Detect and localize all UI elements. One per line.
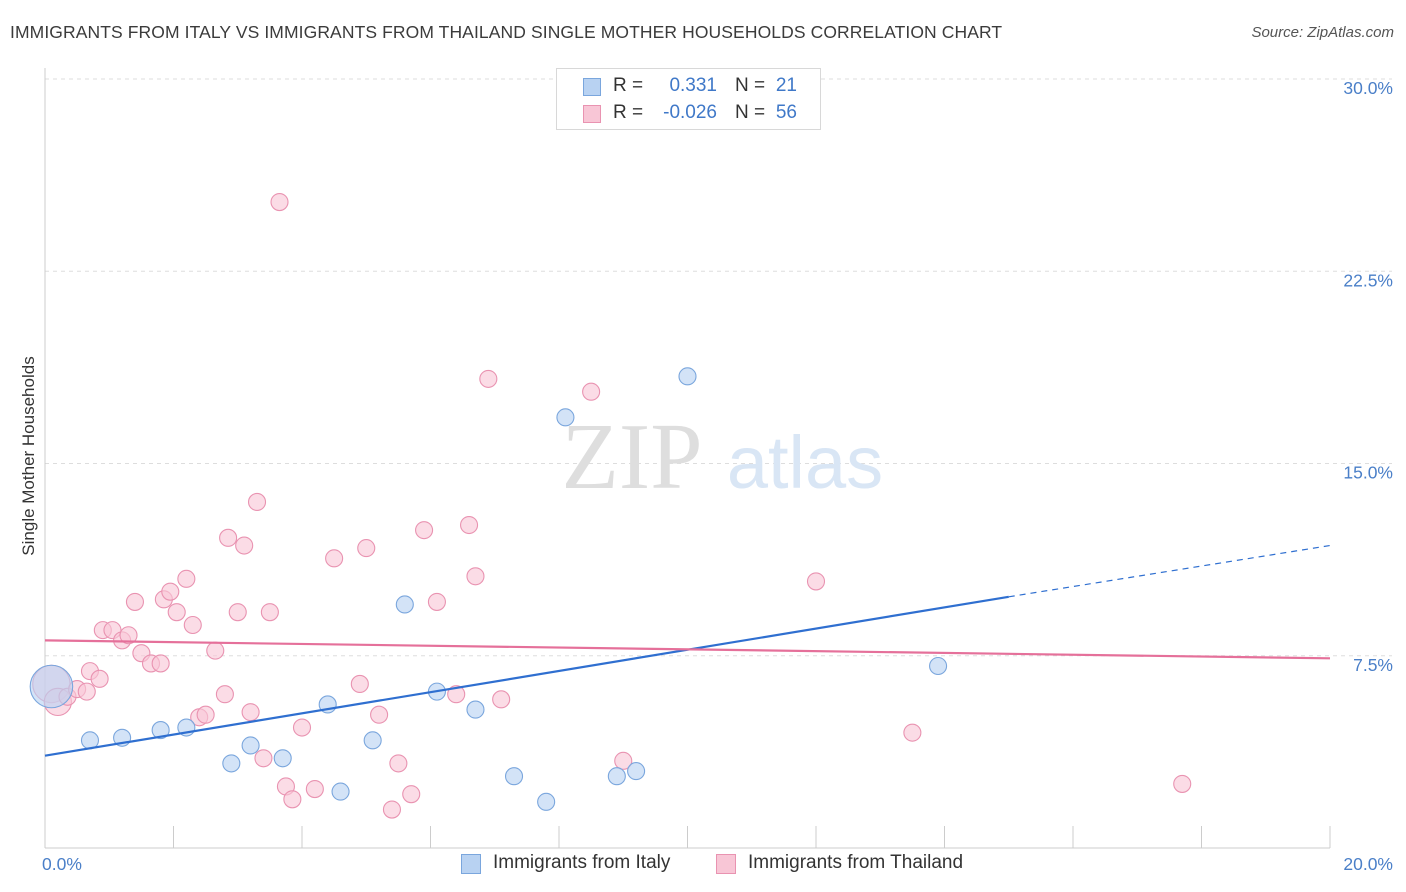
italy-point-3 (151, 721, 170, 740)
y-tick-label-0: 7.5% (1353, 655, 1393, 675)
thailand-point-16 (161, 582, 180, 601)
thailand-point-22 (206, 641, 225, 660)
y-tick-label-2: 22.5% (1343, 270, 1393, 290)
thailand-point-29 (254, 749, 273, 768)
thailand-n-label: N = (735, 102, 766, 123)
thailand-point-37 (350, 674, 369, 693)
thailand-point-4 (77, 682, 96, 701)
italy-point-6 (241, 736, 260, 755)
italy-swatch (583, 78, 601, 96)
thailand-point-19 (183, 615, 202, 635)
thailand-point-48 (479, 369, 498, 388)
watermark-zip: ZIP (562, 405, 703, 509)
italy-r-value: 0.331 (669, 75, 717, 96)
thailand-legend-swatch (716, 854, 736, 874)
italy-point-11 (395, 595, 414, 614)
italy-point-14 (504, 767, 524, 786)
tick-labels: 7.5% 15.0% 22.5% 30.0% 0.0% 20.0% (42, 78, 1393, 874)
thailand-point-10 (119, 626, 138, 645)
thailand-point-34 (292, 718, 312, 737)
thailand-point-36 (325, 549, 344, 568)
y-axis-title: Single Mother Households (19, 356, 38, 555)
thailand-point-46 (459, 515, 479, 535)
watermark-atlas: atlas (727, 421, 883, 504)
thailand-point-33 (283, 790, 302, 809)
thailand-point-45 (447, 685, 466, 704)
trend-lines (44, 544, 1331, 757)
correlation-legend: R = 0.331 N = 21 R = -0.026 N = 56 (556, 68, 821, 130)
thailand-point-23 (215, 685, 234, 704)
italy-point-15 (537, 792, 556, 811)
thailand-point-30 (260, 603, 279, 622)
thailand-point-40 (382, 800, 402, 819)
italy-point-18 (627, 762, 646, 781)
italy-point-10 (363, 731, 382, 750)
thailand-point-50 (582, 382, 601, 401)
thailand-point-27 (241, 703, 260, 722)
thailand-point-43 (415, 521, 434, 540)
italy-point-7 (273, 749, 292, 768)
italy-legend-label: Immigrants from Italy (493, 852, 671, 873)
legend-row-thailand: R = -0.026 N = 56 (557, 101, 820, 127)
thailand-legend-label: Immigrants from Thailand (748, 852, 964, 873)
legend-row-italy: R = 0.331 N = 21 (557, 74, 820, 100)
italy-n-value: 21 (775, 75, 797, 96)
italy-point-13 (466, 700, 485, 719)
thailand-point-49 (492, 690, 511, 709)
italy-point-16 (556, 408, 575, 427)
thailand-point-41 (389, 754, 408, 773)
series-legend: Immigrants from Italy Immigrants from Th… (0, 851, 1406, 879)
thailand-point-25 (228, 603, 247, 622)
thailand-point-21 (196, 705, 215, 724)
thailand-trend-line (44, 639, 1331, 660)
thailand-point-52 (806, 572, 826, 591)
thailand-point-28 (247, 492, 267, 512)
thailand-point-44 (427, 592, 446, 611)
y-tick-label-3: 30.0% (1343, 78, 1393, 98)
thailand-point-24 (219, 528, 238, 547)
italy-point-20 (929, 656, 948, 676)
thailand-point-6 (90, 669, 109, 688)
thailand-point-39 (370, 705, 389, 724)
italy-n-label: N = (735, 75, 766, 96)
italy-trend-line (44, 595, 1009, 757)
axes (44, 68, 1331, 849)
thailand-point-51 (614, 751, 633, 770)
thailand-point-31 (270, 192, 289, 212)
grid-lines (45, 78, 1392, 657)
x-tick-label-1: 20.0% (1343, 854, 1393, 874)
italy-points (29, 367, 948, 811)
watermark: ZIP atlas (562, 405, 884, 509)
italy-point-5 (222, 754, 241, 773)
italy-point-19 (678, 367, 697, 386)
italy-legend-swatch (461, 854, 481, 874)
thailand-point-47 (466, 567, 485, 586)
thailand-r-label: R = (613, 102, 644, 123)
thailand-point-42 (402, 785, 421, 804)
source-label: Source: ZipAtlas.com (1251, 24, 1394, 41)
chart-title: IMMIGRANTS FROM ITALY VS IMMIGRANTS FROM… (10, 22, 1003, 42)
thailand-point-11 (125, 592, 144, 611)
thailand-point-14 (151, 654, 170, 673)
x-tick-label-0: 0.0% (42, 854, 82, 874)
italy-r-label: R = (613, 75, 644, 96)
thailand-point-17 (167, 603, 186, 622)
italy-point-17 (607, 767, 626, 786)
italy-point-0 (29, 664, 74, 709)
thailand-point-26 (235, 536, 254, 555)
thailand-point-53 (903, 723, 922, 742)
thailand-point-54 (1173, 774, 1192, 793)
thailand-r-value: -0.026 (663, 102, 717, 123)
thailand-point-18 (177, 569, 196, 588)
thailand-point-35 (305, 779, 324, 799)
italy-point-9 (331, 782, 350, 801)
thailand-point-38 (357, 539, 376, 558)
thailand-swatch (583, 105, 601, 123)
y-tick-label-1: 15.0% (1343, 463, 1393, 483)
thailand-n-value: 56 (775, 102, 797, 123)
italy-trend-extension (1008, 544, 1331, 598)
